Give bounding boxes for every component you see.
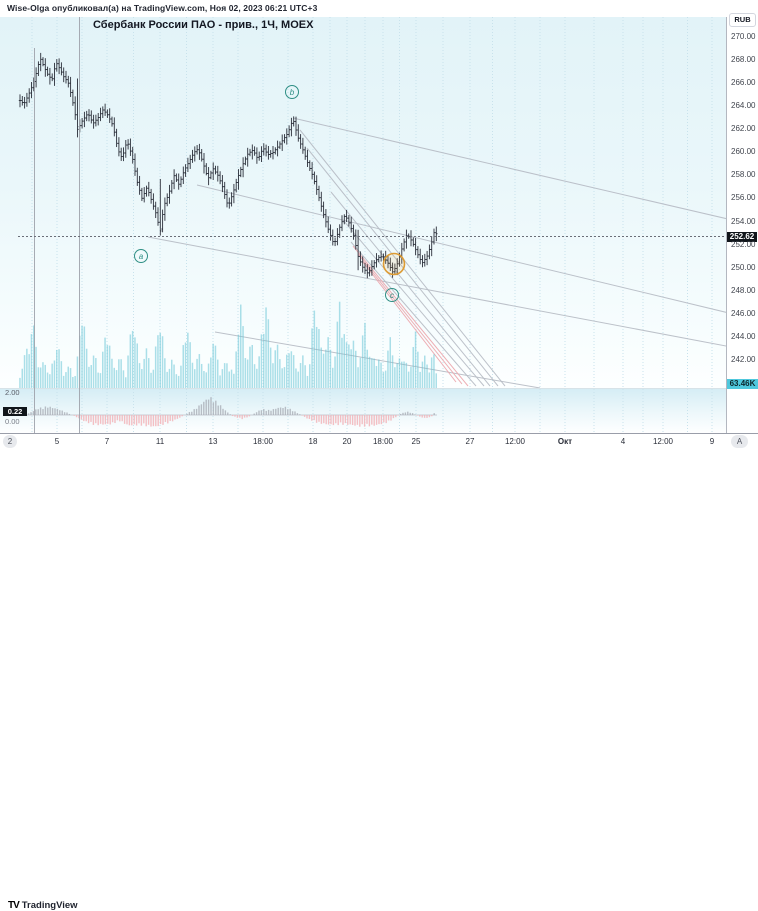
price-tick: 260.00 bbox=[731, 147, 758, 156]
tradingview-brand[interactable]: TV TradingView bbox=[8, 900, 78, 911]
price-tick: 256.00 bbox=[731, 193, 758, 202]
price-tick: 244.00 bbox=[731, 332, 758, 341]
price-tick: 242.00 bbox=[731, 355, 758, 364]
published-line: Wise-Olga опубликовал(а) на TradingView.… bbox=[7, 3, 317, 13]
price-tick: 250.00 bbox=[731, 263, 758, 272]
price-tick: 266.00 bbox=[731, 78, 758, 87]
time-axis-left-badge[interactable]: 2 bbox=[3, 435, 17, 448]
time-tick: 27 bbox=[466, 437, 475, 446]
indicator-pane[interactable] bbox=[0, 388, 726, 434]
time-tick: 9 bbox=[710, 437, 714, 446]
snapshot-header: Wise-Olga опубликовал(а) на TradingView.… bbox=[0, 0, 758, 17]
price-tick: 252.00 bbox=[731, 240, 758, 249]
currency-button[interactable]: RUB bbox=[729, 13, 756, 27]
time-tick: 7 bbox=[105, 437, 109, 446]
price-tick: 246.00 bbox=[731, 309, 758, 318]
price-tick: 270.00 bbox=[731, 32, 758, 41]
indicator-zero-label: 0.00 bbox=[5, 417, 20, 426]
tradingview-snapshot: { "header": { "published": "Wise-Olga оп… bbox=[0, 0, 758, 466]
time-tick: 5 bbox=[55, 437, 59, 446]
main-price-pane[interactable] bbox=[0, 17, 726, 388]
time-tick: 12:00 bbox=[505, 437, 525, 446]
tradingview-logo-icon: TV bbox=[8, 900, 19, 911]
volume-value-label: 63.46K bbox=[727, 379, 758, 389]
price-tick: 268.00 bbox=[731, 55, 758, 64]
price-tick: 248.00 bbox=[731, 286, 758, 295]
time-tick: 18:00 bbox=[253, 437, 273, 446]
price-tick: 264.00 bbox=[731, 101, 758, 110]
time-tick: 13 bbox=[209, 437, 218, 446]
time-tick: 11 bbox=[156, 437, 164, 446]
time-tick: 20 bbox=[343, 437, 352, 446]
time-tick: 4 bbox=[621, 437, 625, 446]
price-tick: 258.00 bbox=[731, 170, 758, 179]
time-tick: 18 bbox=[309, 437, 318, 446]
time-tick: 25 bbox=[412, 437, 421, 446]
indicator-scale-top-label: 2.00 bbox=[5, 388, 20, 397]
price-tick: 254.00 bbox=[731, 217, 758, 226]
indicator-value-label: 0.22 bbox=[3, 407, 27, 416]
time-tick: 12:00 bbox=[653, 437, 673, 446]
tradingview-logo-text: TradingView bbox=[22, 900, 78, 911]
auto-scale-button[interactable]: A bbox=[731, 435, 748, 448]
price-tick: 262.00 bbox=[731, 124, 758, 133]
snapshot-footer: TV TradingView bbox=[0, 448, 758, 466]
symbol-title: Сбербанк России ПАО - прив., 1Ч, MOEX bbox=[93, 19, 313, 31]
time-tick: Окт bbox=[558, 437, 572, 446]
time-tick: 18:00 bbox=[373, 437, 393, 446]
